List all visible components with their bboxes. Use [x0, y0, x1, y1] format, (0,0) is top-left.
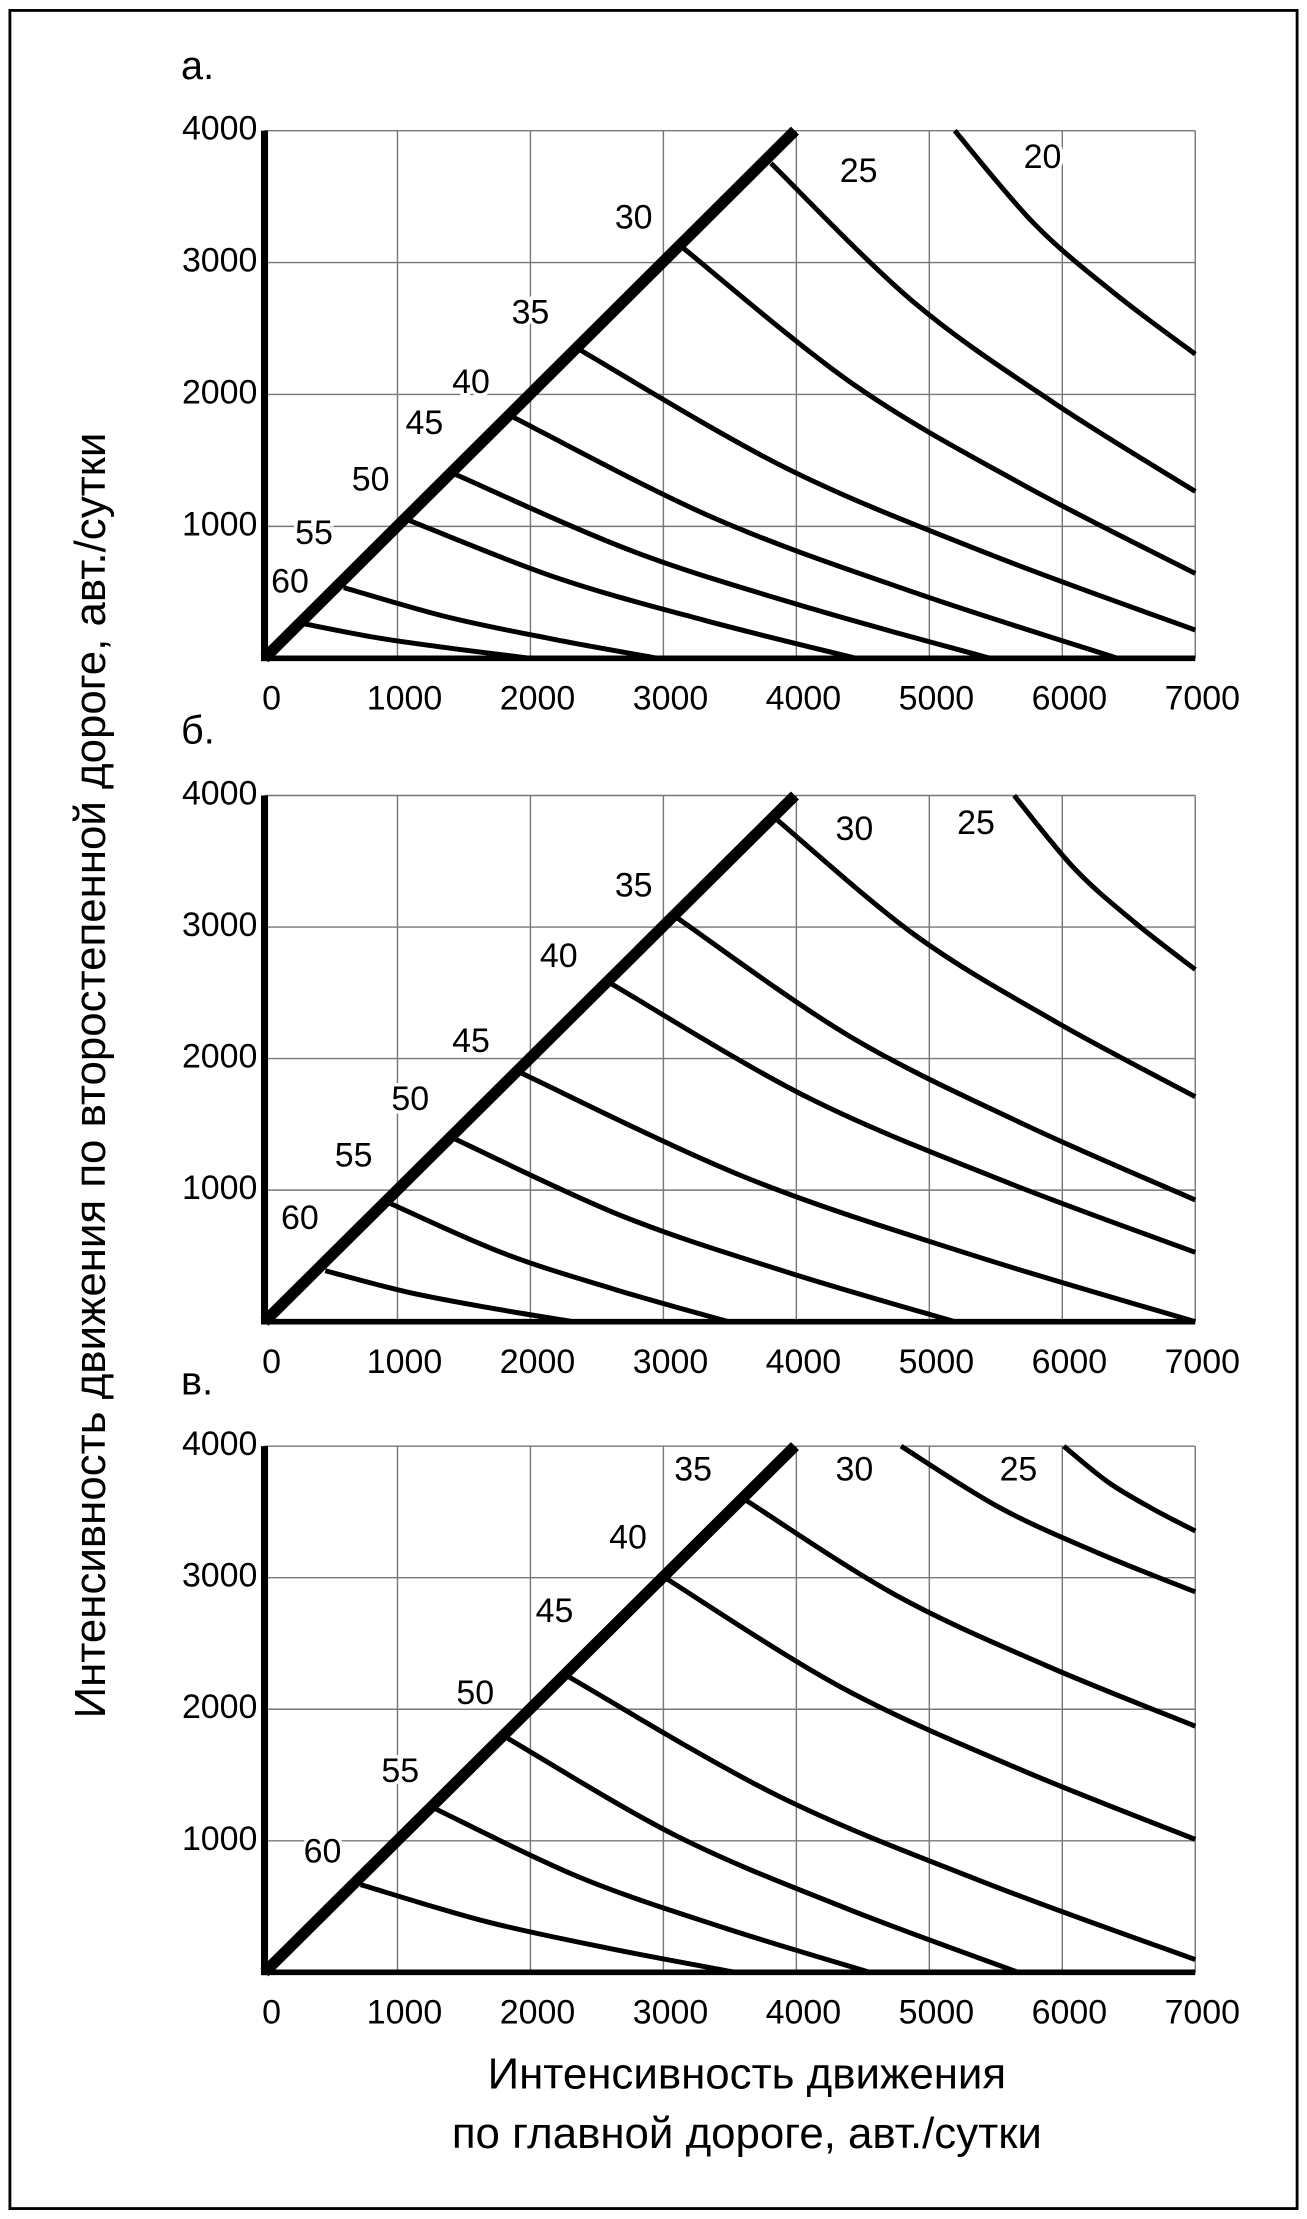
x-tick-label: 3000	[633, 1994, 709, 2032]
curve	[343, 585, 659, 661]
curve-label: 60	[271, 562, 309, 600]
curve-label: 45	[452, 1022, 490, 1060]
curve-label: 60	[281, 1199, 319, 1237]
curve-label: 55	[335, 1137, 373, 1175]
x-tick-label: 6000	[1032, 680, 1108, 718]
y-tick-label: 1000	[182, 1820, 258, 1858]
curve-label: 45	[405, 404, 443, 442]
x-tick-label: 5000	[899, 1994, 975, 2032]
boundary-line	[260, 1442, 799, 1977]
curve-label: 60	[304, 1832, 342, 1870]
curve	[454, 1136, 956, 1325]
curve	[1012, 793, 1197, 972]
curve-label: 25	[840, 152, 878, 190]
x-tick-label: 2000	[500, 680, 575, 718]
x-tick-label: 2000	[500, 1994, 575, 2032]
curve	[567, 1674, 1197, 1962]
y-tick-label: 1000	[182, 505, 258, 543]
x-tick-label: 2000	[500, 1343, 575, 1381]
curve-label: 30	[835, 1451, 873, 1489]
y-tick-label: 4000	[182, 1425, 258, 1463]
x-tick-label: 6000	[1032, 1994, 1108, 2032]
x-tick-label: 1000	[367, 1994, 443, 2032]
curve	[299, 620, 531, 661]
x-tick-label: 4000	[766, 1343, 842, 1381]
curve-label: 25	[1000, 1451, 1038, 1489]
y-tick-label: 4000	[182, 774, 258, 812]
curve-label: 55	[381, 1752, 419, 1790]
curve	[663, 1575, 1197, 1842]
curve-label: 45	[536, 1592, 574, 1630]
y-tick-label: 2000	[182, 1688, 258, 1726]
y-tick-label: 4000	[182, 110, 258, 148]
curve	[505, 1735, 1020, 1975]
y-tick-label: 2000	[182, 373, 258, 411]
x-tick-label: 7000	[1165, 1994, 1241, 2032]
boundary-line	[260, 791, 799, 1326]
curve	[519, 1070, 1196, 1325]
curve	[387, 1200, 730, 1325]
x-axis-label: Интенсивность движения	[488, 2050, 1007, 2099]
curve-label: 40	[540, 937, 578, 975]
curve-label: 35	[615, 866, 653, 904]
curve-label: 50	[456, 1674, 494, 1712]
y-tick-label: 3000	[182, 1557, 258, 1595]
curve-label: 50	[391, 1080, 429, 1118]
x-tick-label: 5000	[899, 1343, 975, 1381]
curve	[359, 1882, 737, 1975]
frame	[8, 9, 1299, 2210]
x-tick-label: 7000	[1165, 680, 1241, 718]
curve	[454, 472, 991, 661]
curve-label: 40	[609, 1518, 647, 1556]
x-tick-label: 5000	[899, 680, 975, 718]
curve	[899, 1444, 1197, 1595]
curve	[773, 816, 1197, 1099]
curve	[609, 981, 1197, 1255]
curve	[324, 1268, 574, 1325]
curve	[952, 129, 1197, 357]
panel-title: а.	[181, 44, 214, 88]
x-tick-label: 0	[262, 1994, 281, 2032]
panel-title: в.	[181, 1359, 213, 1403]
x-tick-label: 1000	[367, 680, 443, 718]
curve	[769, 161, 1197, 494]
x-tick-label: 7000	[1165, 1343, 1241, 1381]
curve	[681, 246, 1197, 576]
curve	[1062, 1444, 1197, 1534]
curve-label: 55	[295, 514, 333, 552]
y-tick-label: 1000	[182, 1169, 258, 1207]
curve-label: 40	[452, 363, 490, 401]
x-tick-label: 3000	[633, 680, 709, 718]
x-tick-label: 0	[262, 1343, 281, 1381]
y-tick-label: 3000	[182, 906, 258, 944]
curve	[406, 517, 857, 661]
curve	[433, 1806, 871, 1975]
y-tick-label: 3000	[182, 242, 258, 280]
y-axis-label: Интенсивность движения по второстепенной…	[66, 433, 115, 1719]
curve-label: 30	[615, 199, 653, 237]
x-tick-label: 0	[262, 680, 281, 718]
x-tick-label: 1000	[367, 1343, 443, 1381]
x-tick-label: 4000	[766, 680, 842, 718]
x-tick-label: 3000	[633, 1343, 709, 1381]
y-tick-label: 2000	[182, 1038, 258, 1076]
curve-label: 20	[1024, 138, 1062, 176]
curve	[674, 915, 1197, 1203]
curve-label: 25	[957, 804, 995, 842]
boundary-line	[260, 126, 799, 663]
curve-label: 35	[674, 1451, 712, 1489]
curve-label: 30	[835, 810, 873, 848]
x-axis-label: по главной дороге, авт./сутки	[452, 2109, 1042, 2158]
x-tick-label: 6000	[1032, 1343, 1108, 1381]
curve-label: 35	[512, 294, 550, 332]
panel-title: б.	[181, 709, 215, 753]
curve-label: 50	[352, 460, 390, 498]
curve	[508, 412, 1119, 661]
curve	[744, 1497, 1197, 1729]
curve	[578, 347, 1197, 633]
x-tick-label: 4000	[766, 1994, 842, 2032]
